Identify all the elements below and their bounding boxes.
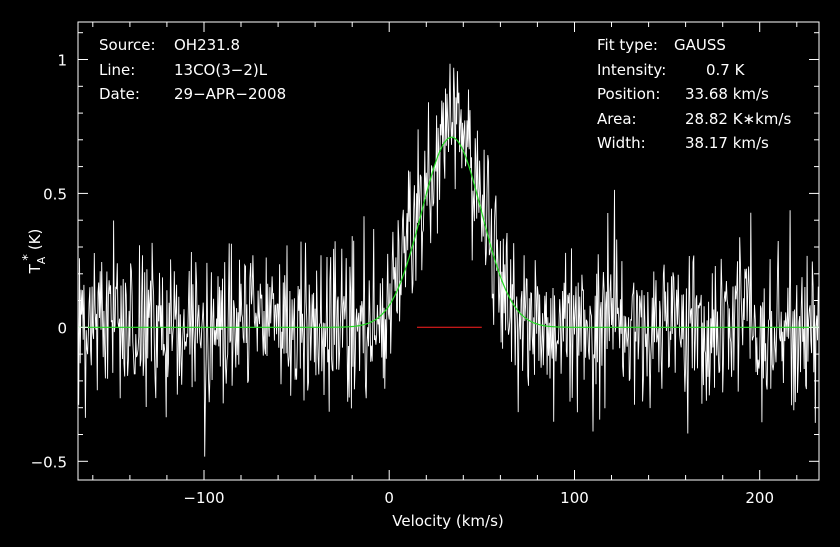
y-tick-label: 1 [57,52,67,70]
line-key: Line: [99,61,135,79]
spectrum-line [77,63,819,457]
y-axis-label-sub: A [35,256,48,264]
x-axis-label: Velocity (km/s) [392,512,503,530]
x-tick-label: 100 [560,489,589,507]
intensity-key: Intensity: [597,61,666,79]
svg-text:TA*(K): TA* (K) [21,229,48,275]
y-tick-label: −0.5 [31,453,67,471]
date-key: Date: [99,85,140,103]
header-left: Source: OH231.8 Line: 13CO(3−2)L Date: 2… [99,36,286,103]
line-value: 13CO(3−2)L [174,61,268,79]
fit-type-value: GAUSS [674,36,726,54]
date-value: 29−APR−2008 [174,85,286,103]
y-tick-label: 0.5 [43,185,67,203]
position-key: Position: [597,85,660,103]
y-axis-label-main: T [26,263,44,274]
x-tick-label: 200 [745,489,774,507]
area-value: 28.82 K∗km/s [685,110,791,128]
tick-layer: −100 0 100 200 −0.5 0 0.5 1 [31,22,819,507]
fit-type-key: Fit type: [597,36,658,54]
y-axis-label-sup: * [21,254,36,261]
y-tick-label: 0 [57,319,67,337]
intensity-value: 0.7 K [706,61,746,79]
gaussian-fit-line [78,136,819,328]
header-right: Fit type: GAUSS Intensity: 0.7 K Positio… [597,36,791,152]
position-value: 33.68 km/s [685,85,769,103]
plot-frame [77,21,820,481]
series-layer [77,63,819,457]
area-key: Area: [597,110,637,128]
x-tick-label: −100 [183,489,224,507]
x-tick-label: 0 [384,489,394,507]
source-value: OH231.8 [174,36,240,54]
width-key: Width: [597,134,646,152]
source-key: Source: [99,36,156,54]
y-axis-label-unit: (K) [26,229,44,251]
y-axis-label: TA* (K) [21,229,48,275]
width-value: 38.17 km/s [685,134,769,152]
